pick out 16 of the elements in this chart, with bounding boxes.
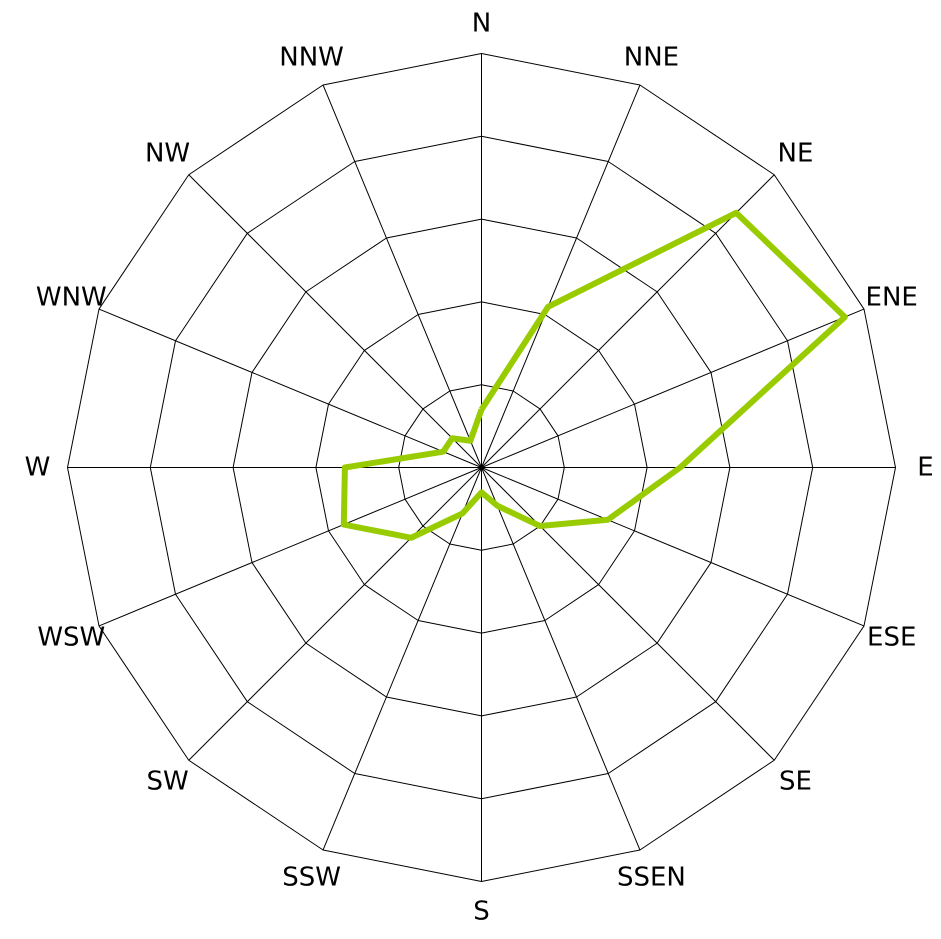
spoke-label: SW — [146, 766, 189, 796]
spoke-label: S — [473, 896, 490, 926]
spoke-label: SSEN — [616, 862, 686, 893]
spoke-label: W — [24, 452, 50, 482]
spoke-label: ENE — [866, 282, 918, 313]
spoke-label: WSW — [37, 622, 106, 652]
spoke-label: NE — [778, 138, 814, 169]
spoke-label: ESE — [867, 622, 916, 652]
spoke-label: SE — [778, 766, 812, 796]
spoke-label: E — [917, 452, 934, 482]
spoke-label: NNW — [279, 42, 344, 72]
spoke-label: NNE — [624, 42, 680, 72]
spoke-label: NW — [144, 138, 190, 169]
spoke-label: WNW — [36, 282, 107, 313]
spoke-label: SSW — [282, 862, 341, 893]
spoke-label: N — [472, 8, 492, 38]
